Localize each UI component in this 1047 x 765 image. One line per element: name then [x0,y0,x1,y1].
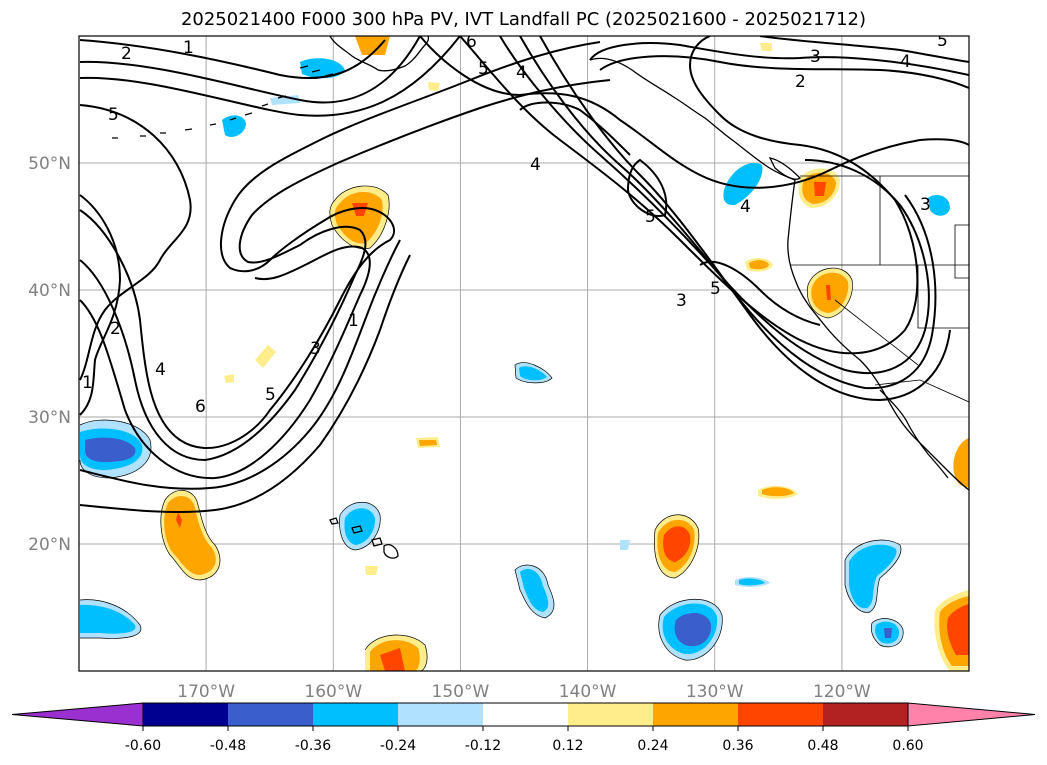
contour-label: 5 [645,207,656,227]
colorbar-segment [823,703,908,726]
shade-patch-pos [224,374,234,383]
shade-patch-pos [953,438,969,488]
contour-label: 6 [466,32,477,52]
contour-label: 1 [82,373,93,393]
colorbar-extend-max [907,702,1036,727]
colorbar-outline [142,702,909,727]
contour-label: 3 [676,291,687,311]
shade-patch-pos [355,36,390,55]
longitude-label: 130°W [686,682,744,702]
colorbar-segment [228,703,313,726]
latitude-label: 20°N [28,535,71,555]
longitude-label: 140°W [559,682,617,702]
map-title: 2025021400 F000 300 hPa PV, IVT Landfall… [180,9,867,30]
coastlines [112,36,969,559]
shade-patch-pos [255,345,276,368]
longitude-label: 160°W [304,682,362,702]
colorbar-label: 0.48 [807,738,838,754]
latitude-label: 40°N [28,281,71,301]
shade-patch-neg [85,437,136,462]
shade-patch-pos [749,260,769,270]
colorbar-extend-min [11,702,144,727]
colorbar: -0.60 -0.48 -0.36 -0.24 -0.12 0.12 0.24 0.36 0.4… [11,702,1036,754]
colorbar-segment [483,703,568,726]
colorbar-label: 0.24 [637,738,668,754]
contour-label: 2 [795,72,806,92]
contour-label: 5 [478,59,489,79]
latitude-labels: 20°N 30°N 40°N 50°N [28,154,71,555]
contour-label: 4 [155,360,166,380]
shade-patch-neg [620,540,630,550]
shade-patch-neg [884,628,892,638]
shade-patch-pos [663,526,691,562]
contour-label: 3 [810,47,821,67]
longitude-label: 120°W [813,682,871,702]
colorbar-label: -0.36 [295,738,331,754]
contour-label: 4 [740,197,751,217]
shade-patch-neg [674,613,712,647]
colorbar-label: 0.60 [892,738,923,754]
shade-patch-pos [826,285,831,300]
latitude-label: 50°N [28,154,71,174]
shade-patch-pos [334,192,383,244]
shade-patch-pos [352,203,368,216]
colorbar-label: -0.24 [380,738,416,754]
contour-label: 4 [530,155,541,175]
longitude-label: 150°W [432,682,490,702]
shade-patch-neg [80,604,136,634]
contour-label: 3 [920,195,931,215]
contour-label: 6 [195,397,206,417]
contour-label: 5 [937,31,948,51]
shade-patch-pos [419,440,437,446]
contour-labels: 2 1 5 4 6 3 5 4 2 3 4 4 5 3 5 2 1 4 6 5 … [82,31,948,417]
shade-patch-neg [849,544,897,609]
colorbar-segment [313,703,398,726]
shade-patch-pos [365,566,378,575]
shade-patch-pos [176,512,182,528]
shade-patch-neg [300,58,345,79]
shade-patch-pos [947,604,969,655]
contour-label: 5 [265,385,276,405]
shade-patch-neg [519,366,547,381]
shade-patch-neg [723,162,763,206]
colorbar-label: 0.36 [722,738,753,754]
contour-label: 2 [110,319,121,339]
colorbar-segment [143,703,228,726]
shade-outlines [79,185,904,671]
contour-label: 1 [348,311,359,331]
shade-patch-pos [760,43,772,51]
longitude-labels: 170°W 160°W 150°W 140°W 130°W 120°W [177,682,871,702]
contour-label: 4 [516,63,527,83]
latitude-label: 30°N [28,408,71,428]
shade-patch-pos [814,182,826,196]
colorbar-label: -0.60 [125,738,161,754]
contour-label: 3 [310,339,321,359]
colorbar-label: -0.12 [465,738,501,754]
contour-label: 5 [108,105,119,125]
shade-patch-pos [380,648,405,671]
shade-patch-pos [762,487,794,497]
contour-label: 5 [710,279,721,299]
shade-patch-pos [428,82,440,91]
shade-patch-neg [520,568,549,612]
colorbar-segment [653,703,738,726]
shade-patch-neg [222,115,246,137]
contour-label: 4 [900,52,911,72]
contour-label: 2 [121,44,132,64]
colorbar-segment [568,703,653,726]
contour-label: 1 [183,38,194,58]
shade-patch-neg [928,195,950,216]
longitude-label: 170°W [177,682,235,702]
shade-patch-neg [739,578,765,586]
colorbar-segment [738,703,823,726]
colorbar-label: -0.48 [210,738,246,754]
colorbar-label: 0.12 [552,738,583,754]
pv-contours [79,36,969,514]
colorbar-segment [398,703,483,726]
borders [790,175,969,403]
map-frame [78,35,970,672]
